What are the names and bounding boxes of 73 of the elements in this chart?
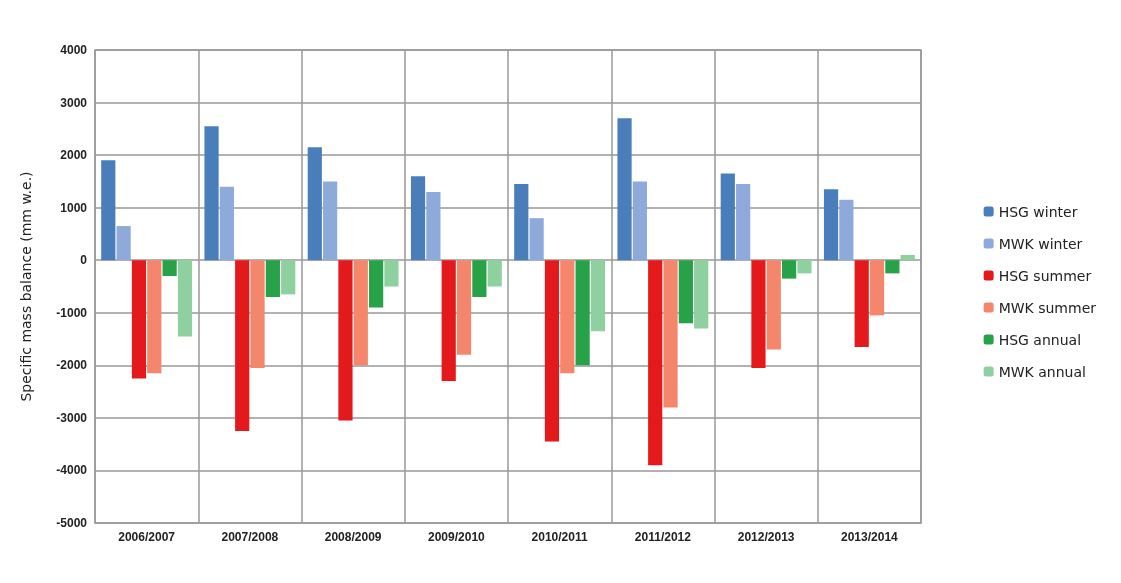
y-axis-title: Specific mass balance (mm w.e.) xyxy=(18,171,34,402)
bar xyxy=(766,260,781,350)
y-tick-label: -4000 xyxy=(56,463,88,478)
y-tick-label: 0 xyxy=(80,253,88,268)
y-tick-label: 1000 xyxy=(60,200,88,215)
bar xyxy=(353,260,368,366)
bar xyxy=(648,260,663,466)
bar xyxy=(131,260,147,379)
bar xyxy=(219,186,234,261)
bar xyxy=(663,260,678,408)
legend-label: MWK winter xyxy=(998,235,1083,252)
bar xyxy=(281,260,296,295)
legend-label: MWK summer xyxy=(998,299,1097,316)
bar xyxy=(426,191,441,261)
x-tick-label: 2013/2014 xyxy=(841,530,899,544)
bar xyxy=(529,218,544,261)
bar xyxy=(147,260,162,374)
bar xyxy=(751,260,766,368)
bar xyxy=(544,260,560,442)
bar xyxy=(590,260,606,332)
bar xyxy=(678,260,693,324)
bar xyxy=(839,199,854,261)
bar xyxy=(177,260,193,337)
bar xyxy=(410,176,426,261)
bar xyxy=(854,260,869,347)
x-tick-label: 2010/2011 xyxy=(531,530,588,544)
bar xyxy=(235,260,250,432)
legend-label: HSG annual xyxy=(998,331,1082,348)
bar xyxy=(162,260,177,276)
y-tick-label: -5000 xyxy=(56,516,88,530)
bar xyxy=(101,160,116,261)
x-tick-label: 2012/2013 xyxy=(737,530,795,544)
bar xyxy=(472,260,487,298)
bar xyxy=(617,118,632,261)
bar xyxy=(575,260,590,366)
bar xyxy=(384,260,399,287)
x-tick-label: 2006/2007 xyxy=(118,530,176,544)
bar xyxy=(797,260,812,274)
x-tick-label: 2008/2009 xyxy=(324,530,382,544)
bar xyxy=(369,260,384,308)
bar xyxy=(323,181,338,261)
y-tick-label: -3000 xyxy=(56,410,88,425)
bar xyxy=(694,260,709,329)
legend-label: HSG summer xyxy=(998,267,1092,284)
bar xyxy=(632,181,647,261)
bar xyxy=(116,226,131,261)
y-tick-label: 2000 xyxy=(60,148,88,163)
x-tick-label: 2007/2008 xyxy=(221,530,279,544)
bar xyxy=(900,254,915,261)
bar xyxy=(338,260,353,421)
x-tick-label: 2011/2012 xyxy=(634,530,692,544)
bar xyxy=(487,260,502,287)
x-tick-label: 2009/2010 xyxy=(428,530,486,544)
bar xyxy=(456,260,472,355)
bar xyxy=(736,184,751,261)
bar xyxy=(560,260,575,374)
y-tick-label: 4000 xyxy=(60,43,88,57)
bar xyxy=(823,189,839,261)
bar xyxy=(720,173,735,261)
bar xyxy=(869,260,885,316)
bar xyxy=(441,260,456,382)
y-tick-label: -1000 xyxy=(56,305,88,320)
bar xyxy=(265,260,280,298)
bar xyxy=(307,147,322,261)
bar xyxy=(514,184,529,261)
legend-label: HSG winter xyxy=(998,203,1078,220)
y-tick-label: 3000 xyxy=(60,95,88,110)
bar xyxy=(204,126,219,261)
legend-label: MWK annual xyxy=(998,363,1086,380)
bar xyxy=(250,260,265,368)
bar xyxy=(885,260,900,274)
y-tick-label: -2000 xyxy=(56,358,88,373)
bar xyxy=(782,260,797,279)
